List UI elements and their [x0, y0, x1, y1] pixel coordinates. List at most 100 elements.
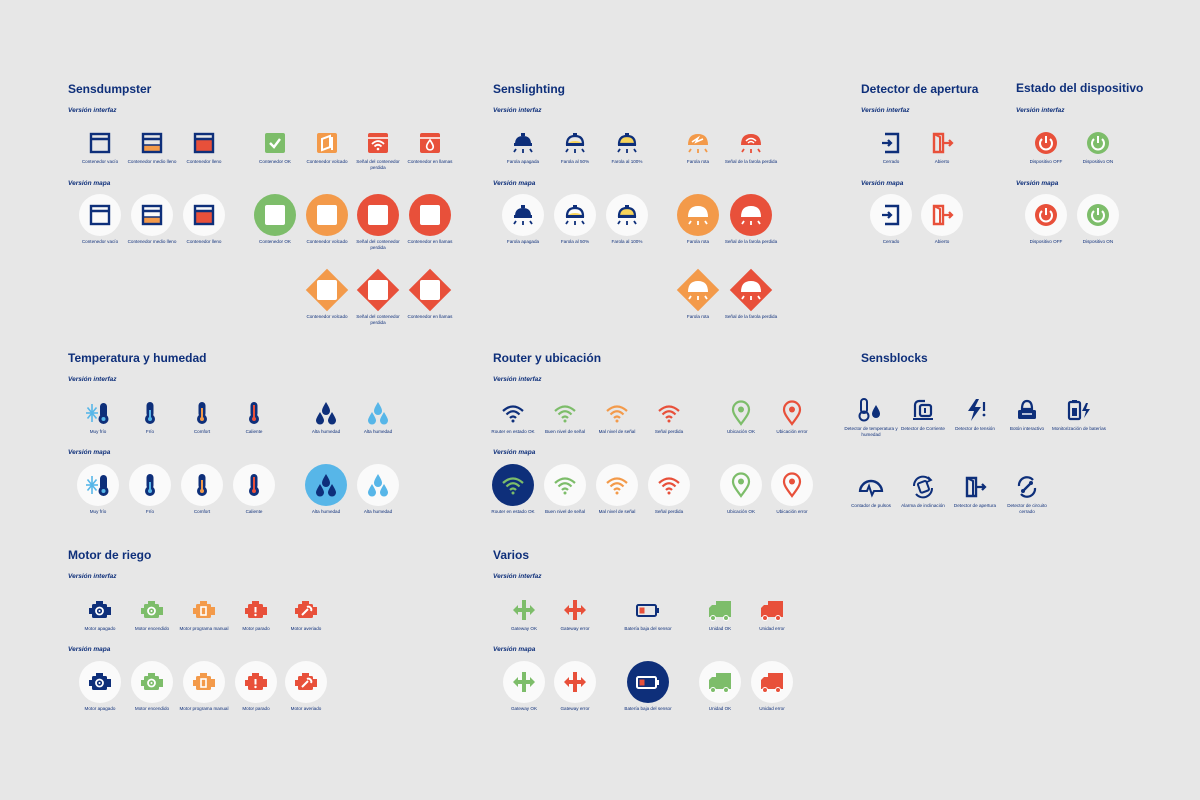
lamp-off-icon — [513, 133, 533, 153]
icon-tile: Abierto — [914, 194, 970, 245]
map-diamond — [676, 268, 720, 312]
icon-tile: Contenedor lleno — [176, 194, 232, 245]
door-open-icon — [932, 204, 954, 226]
map-circle — [235, 661, 277, 703]
icon-tile: Ubicación error — [764, 400, 820, 435]
icon-label: Contenedor OK — [259, 239, 291, 244]
icon-label: Gateway error — [560, 706, 590, 711]
pin-error-icon — [782, 400, 802, 426]
icon-label: Botón interactivo — [1009, 426, 1045, 431]
icon-tile: Detector de apertura — [947, 474, 1003, 509]
fire-box-icon — [420, 280, 440, 300]
icon-label: Motor averiado — [290, 626, 322, 631]
icon-label: Contador de pulsos — [851, 503, 891, 508]
icon-label: Motor apagado — [84, 706, 116, 711]
bin-half-icon — [141, 204, 163, 226]
icon-tile: Contenedor OK — [247, 130, 303, 165]
icon-label: Farola rota — [686, 314, 710, 319]
icon-tile: Ubicación OK — [713, 464, 769, 515]
thermometer-hot-icon — [249, 402, 259, 424]
icon-tile: Frío — [122, 400, 178, 435]
icon-label: Motor encendido — [134, 706, 170, 711]
icon-label: Dispositivo ON — [1082, 159, 1114, 164]
icon-tile: Contenedor vacío — [72, 130, 128, 165]
icon-label: Gateway OK — [510, 626, 538, 631]
truck-error-icon — [761, 673, 783, 693]
icon-tile: Contenedor en llamas — [402, 268, 458, 320]
icon-label: Señal perdida — [654, 509, 684, 514]
icon-tile: Batería baja del sensor — [620, 597, 676, 632]
door-open-icon — [932, 132, 954, 154]
wifi-box-icon — [368, 205, 388, 225]
icon-tile: Señal perdida — [641, 400, 697, 435]
icon-tile: Contenedor lleno — [176, 130, 232, 165]
current-sensor-icon — [913, 399, 933, 420]
map-diamond — [356, 268, 400, 312]
lamp-signal-icon — [741, 134, 761, 153]
icon-label: Motor parado — [242, 706, 270, 711]
icon-label: Contenedor vacío — [81, 159, 119, 164]
lamp-50-icon — [565, 205, 585, 225]
interactive-button-icon — [1018, 399, 1036, 419]
map-circle — [627, 661, 669, 703]
icon-tile: Motor parado — [228, 597, 284, 632]
map-diamond — [729, 268, 773, 312]
icon-tile: Farola rota — [670, 130, 726, 165]
icon-label: Caliente — [245, 429, 263, 434]
icon-label: Farola al 50% — [560, 159, 590, 164]
subtitle-mapa: Versión mapa — [493, 646, 536, 653]
icon-tile: Motor apagado — [72, 661, 128, 712]
icon-tile: Farola apagada — [495, 194, 551, 245]
icon-tile: Unidad OK — [692, 597, 748, 632]
lamp-signal-icon — [741, 206, 761, 225]
power-off-icon — [1035, 204, 1057, 226]
icon-tile: Muy frío — [70, 400, 126, 435]
motor-broken-icon — [295, 673, 317, 690]
icon-tile: Señal del contenedor perdida — [350, 194, 406, 250]
motor-off-icon — [89, 601, 111, 618]
icon-label: Buen nivel de señal — [544, 509, 586, 514]
icon-tile: Detector de tensión — [947, 397, 1003, 432]
power-on-icon — [1087, 204, 1109, 226]
map-circle — [409, 194, 451, 236]
icon-label: Buen nivel de señal — [544, 429, 586, 434]
icon-tile: Detector de temperatura y humedad — [843, 397, 899, 437]
motor-broken-icon — [295, 601, 317, 618]
icon-label: Señal de la farola perdida — [724, 159, 778, 164]
section-title-motor: Motor de riego — [68, 548, 152, 562]
icon-tile: Alta humedad — [298, 464, 354, 515]
wifi-good-icon — [554, 405, 576, 423]
icon-label: Frío — [145, 429, 155, 434]
subtitle-interfaz: Versión interfaz — [493, 376, 542, 383]
icon-tile: Botón interactivo — [999, 397, 1055, 432]
pin-ok-icon — [731, 472, 751, 498]
check-box-icon — [265, 133, 285, 153]
power-off-icon — [1035, 132, 1057, 154]
wifi-lost-icon — [658, 477, 680, 495]
section-title-estado: Estado del dispositivo — [1016, 81, 1144, 95]
icon-tile: Comfort — [174, 400, 230, 435]
icon-tile: Farola rota — [670, 194, 726, 245]
icon-label: Mal nivel de señal — [598, 429, 636, 434]
icon-label: Contenedor medio lleno — [127, 239, 177, 244]
icon-label: Señal de la farola perdida — [724, 239, 778, 244]
thermometer-hot-icon — [249, 474, 259, 496]
icon-label: Contenedor volcado — [306, 239, 348, 244]
icon-label: Contenedor volcado — [306, 159, 348, 164]
icon-label: Unidad error — [759, 626, 785, 631]
icon-tile: Señal de la farola perdida — [723, 130, 779, 165]
gateway-error-icon — [564, 600, 586, 620]
icon-tile: Señal de la farola perdida — [723, 268, 779, 320]
map-circle — [677, 194, 719, 236]
map-circle — [1077, 194, 1119, 236]
icon-label: Router en estado OK — [491, 429, 535, 434]
map-diamond — [408, 268, 452, 312]
icon-tile: Contenedor medio lleno — [124, 194, 180, 245]
icon-tile: Contador de pulsos — [843, 474, 899, 509]
icon-label: Ubicación OK — [726, 429, 756, 434]
bin-empty-icon — [89, 204, 111, 226]
icon-tile: Frío — [122, 464, 178, 515]
icon-tile: Farola al 100% — [599, 130, 655, 165]
lamp-100-icon — [617, 133, 637, 153]
thermometer-cold-icon — [145, 402, 155, 424]
